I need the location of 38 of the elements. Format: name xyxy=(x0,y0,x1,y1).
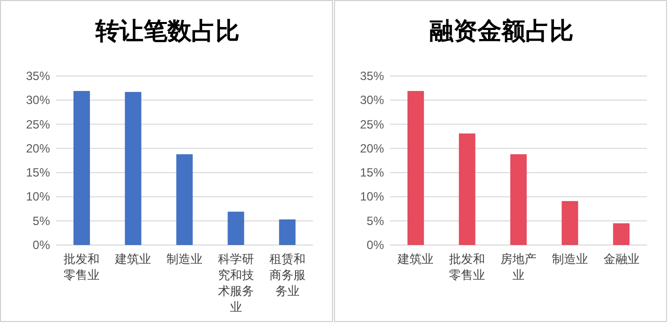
y-tick-label: 35% xyxy=(360,69,384,83)
y-tick-label: 15% xyxy=(26,166,50,180)
bar xyxy=(458,133,476,245)
y-tick-label: 20% xyxy=(26,141,50,156)
y-tick-label: 10% xyxy=(360,190,384,204)
bar xyxy=(613,223,630,245)
y-tick-label: 0% xyxy=(32,238,50,252)
x-tick-label: 制造业 xyxy=(166,252,202,266)
x-tick-label: 制造业 xyxy=(552,252,588,266)
bar xyxy=(228,212,244,245)
bar xyxy=(407,90,424,245)
y-tick-label: 5% xyxy=(366,214,384,228)
bar xyxy=(510,154,527,245)
y-tick-label: 25% xyxy=(26,117,50,132)
y-tick-label: 5% xyxy=(32,214,50,228)
x-tick-label: 房地产业 xyxy=(500,252,536,282)
bar xyxy=(73,90,90,245)
x-tick-label: 批发和零售业 xyxy=(449,252,486,282)
x-tick-label: 租赁和商务服务业 xyxy=(269,252,306,298)
y-tick-label: 25% xyxy=(360,117,384,132)
x-tick-label: 建筑业 xyxy=(396,252,434,266)
y-tick-label: 0% xyxy=(366,238,384,252)
y-tick-label: 10% xyxy=(26,190,50,204)
y-tick-label: 30% xyxy=(26,93,50,108)
x-tick-label: 建筑业 xyxy=(114,252,152,266)
bar xyxy=(279,219,296,245)
chart-title: 融资金额占比 xyxy=(430,16,574,45)
x-tick-label: 科学研究和技术服务业 xyxy=(218,252,254,314)
bar xyxy=(176,154,193,245)
bar xyxy=(124,92,142,245)
y-tick-label: 20% xyxy=(360,141,384,156)
y-tick-label: 30% xyxy=(360,93,384,108)
bar xyxy=(562,201,578,245)
x-tick-label: 金融业 xyxy=(603,252,640,266)
y-tick-label: 35% xyxy=(26,69,50,83)
x-tick-label: 批发和零售业 xyxy=(64,252,100,282)
chart-title: 转让笔数占比 xyxy=(94,16,240,45)
y-tick-label: 15% xyxy=(360,166,384,180)
